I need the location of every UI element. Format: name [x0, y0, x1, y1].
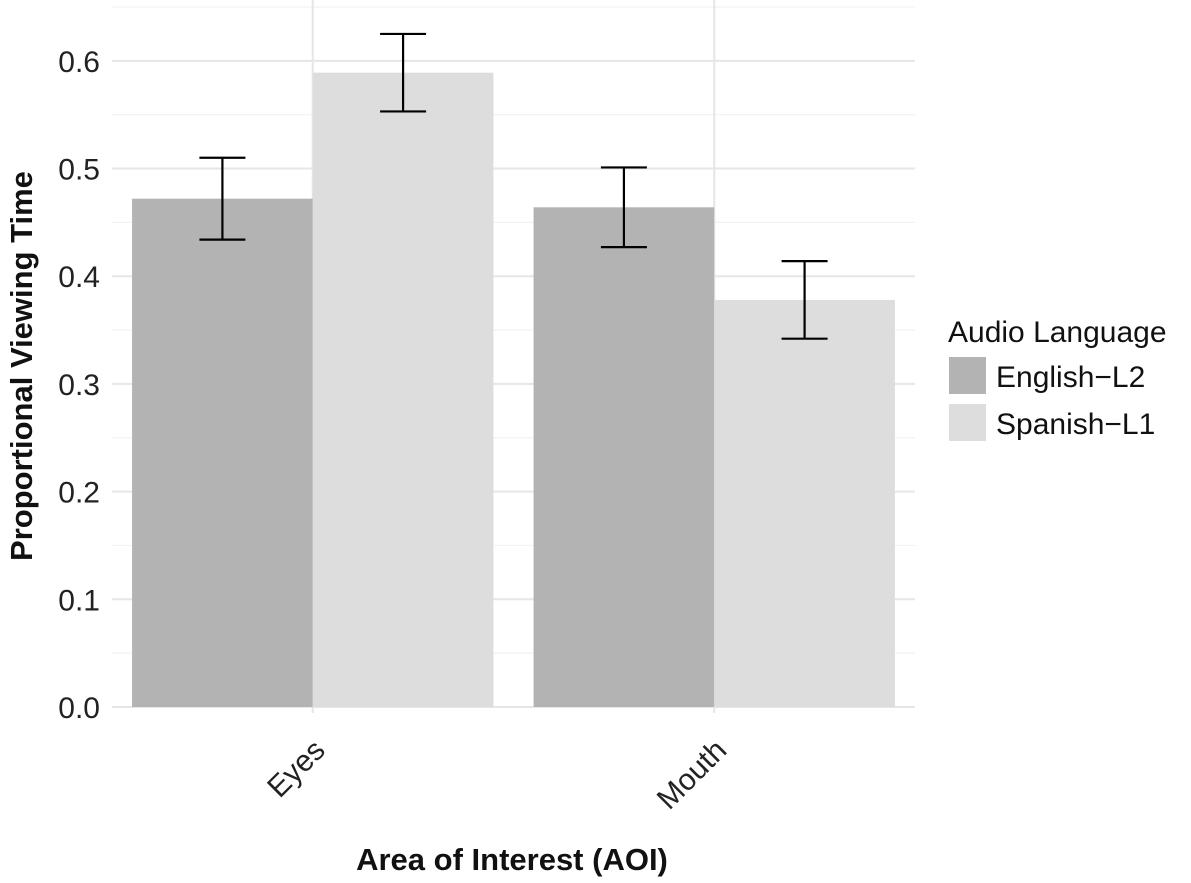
error-bars [199, 32, 828, 340]
x-tick-label-mouth: Mouth [651, 734, 733, 816]
legend-swatch [949, 357, 986, 394]
error-bar-eyes-english-l2 [199, 156, 246, 241]
y-tick-label: 0.2 [58, 477, 100, 510]
legend-item-english-l2: English−L2 [949, 357, 1145, 394]
y-tick-label: 0.3 [58, 369, 100, 402]
y-axis-title: Proportional Viewing Time [4, 171, 39, 561]
y-axis-ticks: 0.0 0.1 0.2 0.3 0.4 0.5 0.6 [58, 46, 100, 725]
bar-eyes-spanish-l1 [312, 72, 494, 707]
y-tick-label: 0.1 [58, 584, 100, 617]
legend-label: Spanish−L1 [996, 408, 1155, 441]
y-tick-label: 0.4 [58, 261, 100, 294]
error-bar-eyes-spanish-l1 [380, 32, 427, 113]
legend-title: Audio Language [948, 316, 1167, 349]
bar-mouth-spanish-l1 [714, 299, 895, 707]
y-tick-label: 0.6 [58, 46, 100, 79]
error-bar-mouth-spanish-l1 [781, 260, 828, 340]
legend-items: English−L2 Spanish−L1 [949, 357, 1155, 441]
x-axis-title: Area of Interest (AOI) [356, 842, 668, 877]
bars [132, 72, 895, 708]
legend-label: English−L2 [996, 361, 1145, 394]
legend-swatch [949, 404, 986, 441]
legend-item-spanish-l1: Spanish−L1 [949, 404, 1155, 441]
bar-eyes-english-l2 [132, 198, 313, 707]
error-bar-mouth-english-l2 [600, 166, 647, 249]
y-tick-label: 0.5 [58, 154, 100, 187]
legend: Audio Language English−L2 Spanish−L1 [948, 316, 1167, 441]
x-axis-ticks: Eyes Mouth [261, 734, 733, 816]
y-tick-label: 0.0 [58, 692, 100, 725]
x-tick-label-eyes: Eyes [261, 734, 332, 805]
bar-mouth-english-l2 [533, 207, 715, 708]
